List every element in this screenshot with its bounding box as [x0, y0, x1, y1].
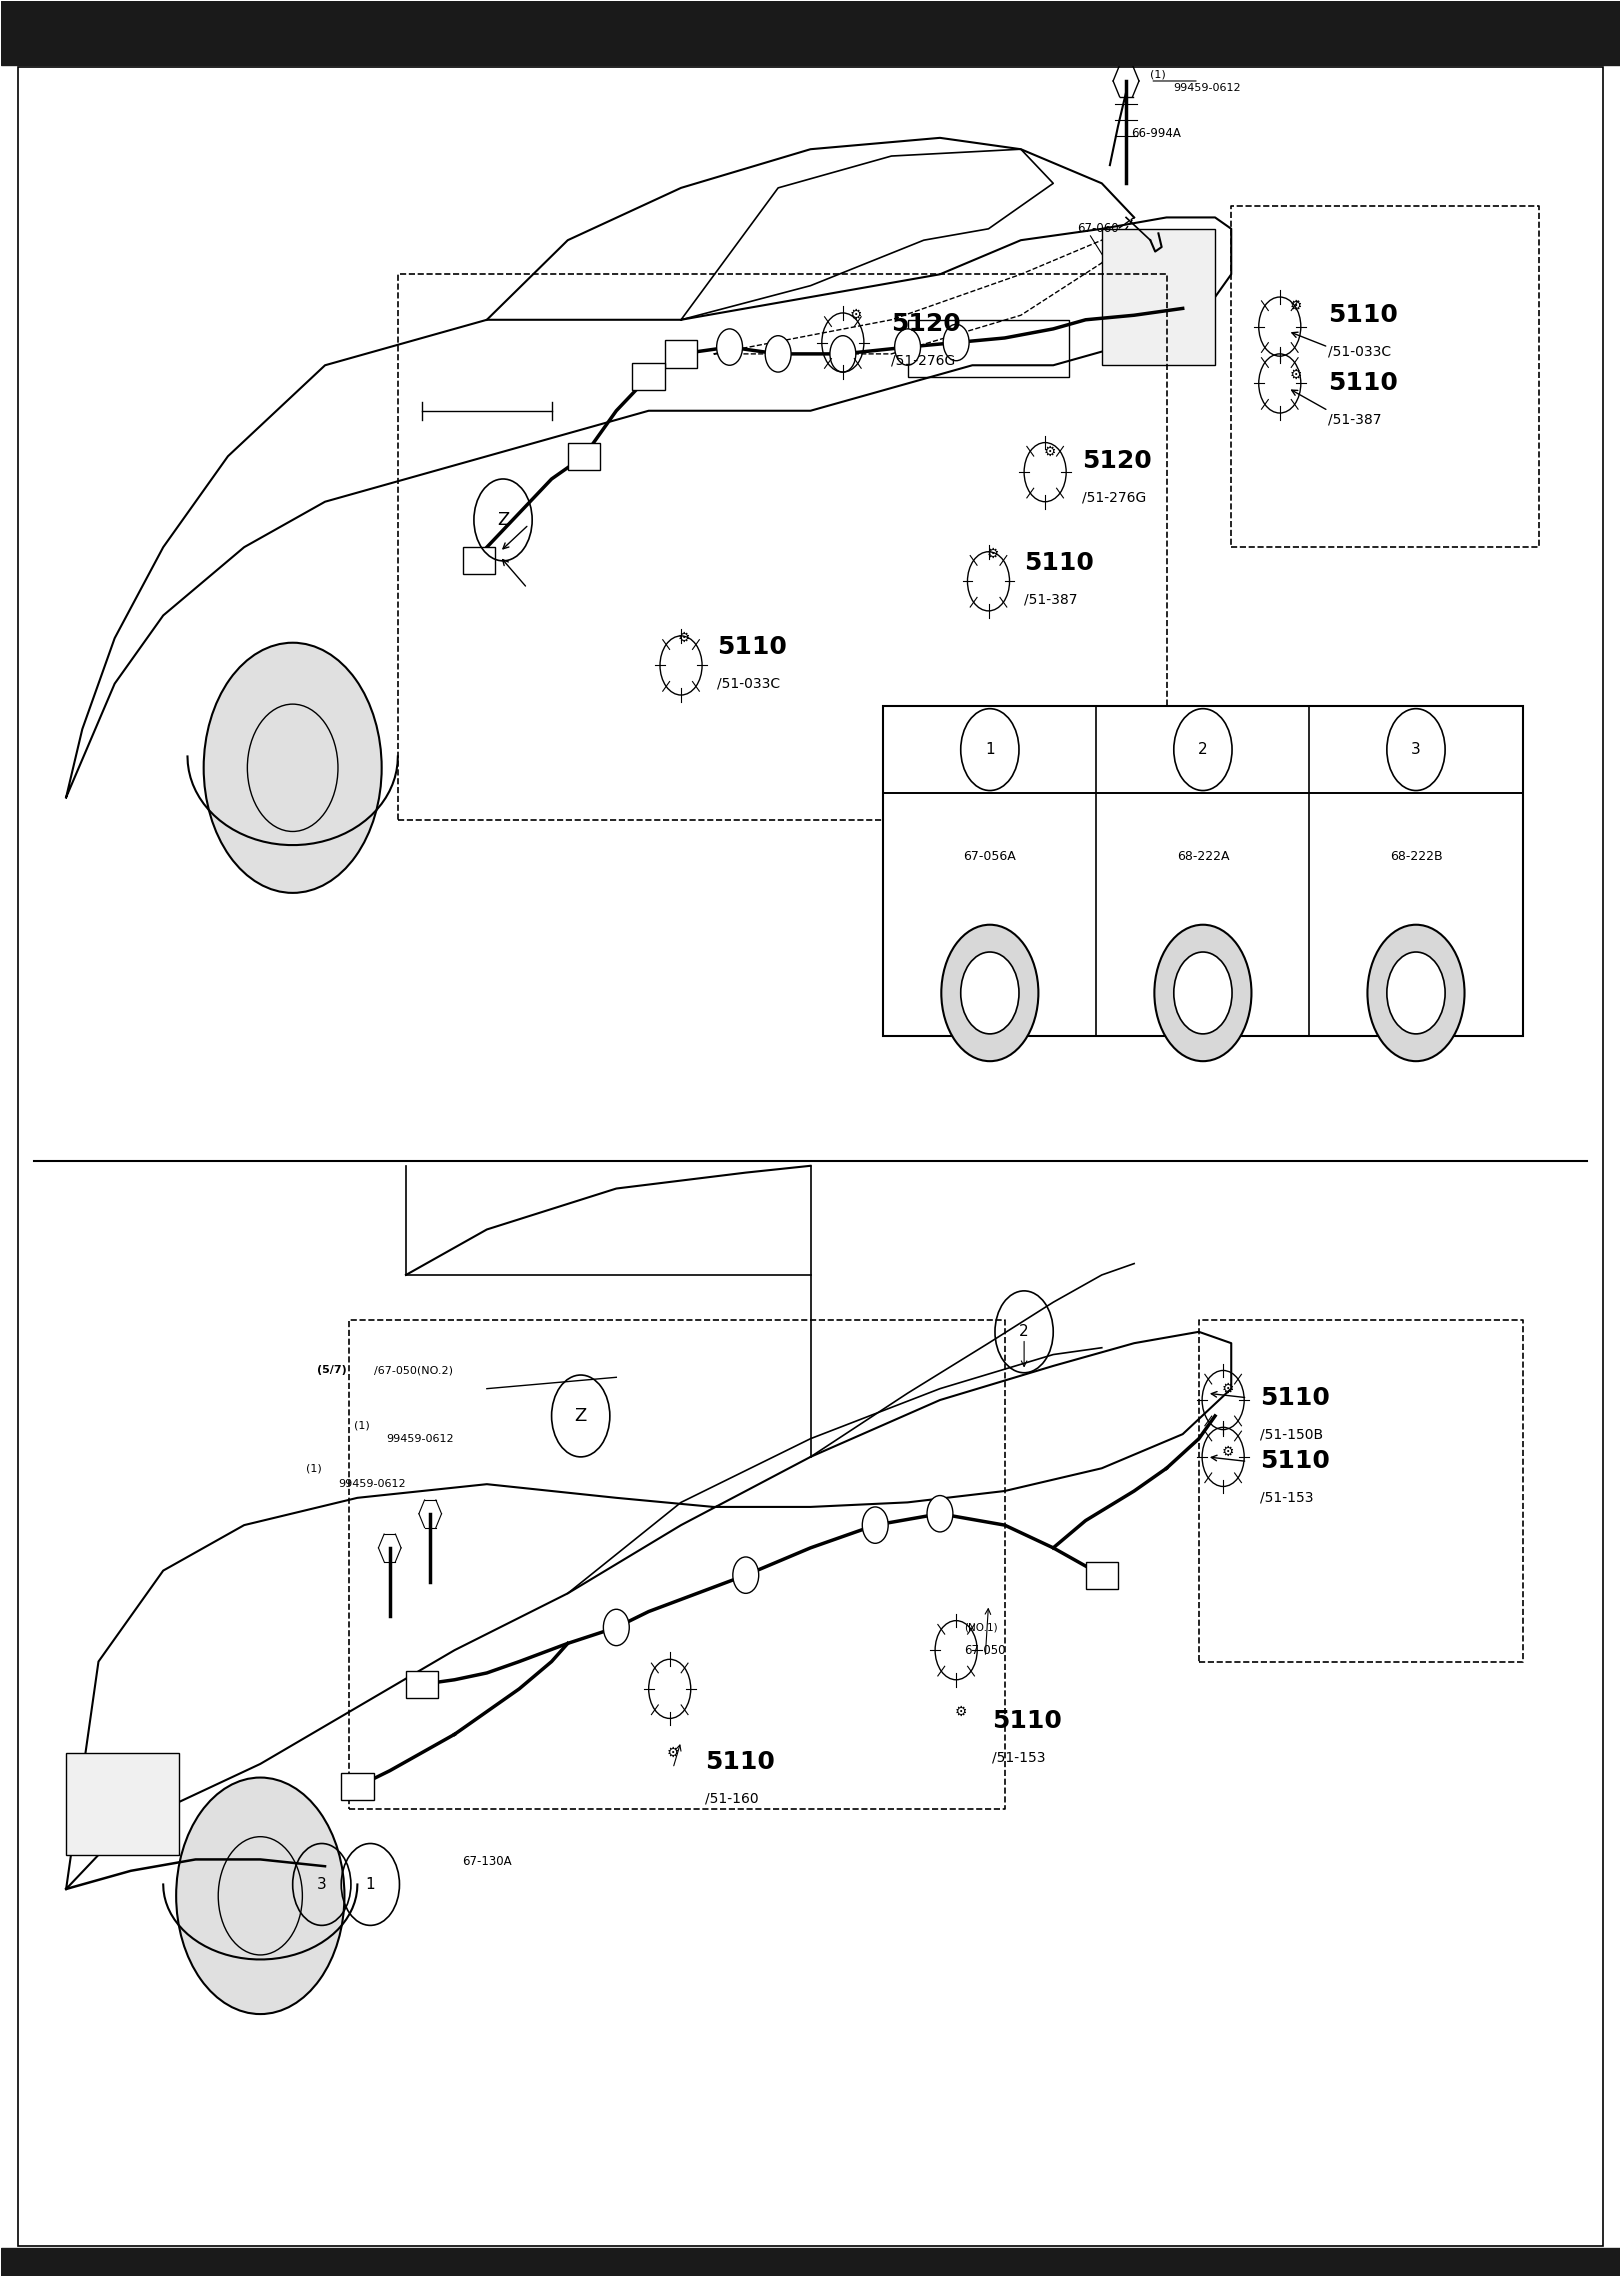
Bar — [340, 1774, 373, 1801]
Circle shape — [1388, 952, 1444, 1034]
Bar — [2, 2, 1619, 66]
Text: (1): (1) — [306, 1464, 321, 1473]
Text: 5110: 5110 — [1261, 1387, 1331, 1409]
Circle shape — [204, 642, 381, 893]
Text: 3: 3 — [1412, 742, 1422, 758]
Text: ⚙: ⚙ — [1222, 1446, 1234, 1460]
Text: 5110: 5110 — [992, 1708, 1062, 1733]
Text: 67-056A: 67-056A — [963, 849, 1016, 863]
Circle shape — [895, 328, 921, 364]
Bar — [908, 319, 1070, 376]
Bar — [632, 362, 665, 389]
Text: 5120: 5120 — [1083, 449, 1153, 474]
Text: ⚙: ⚙ — [1290, 298, 1302, 314]
Text: (NO.1): (NO.1) — [964, 1624, 999, 1633]
Text: 3: 3 — [318, 1876, 327, 1892]
Text: /67-050(NO.2): /67-050(NO.2) — [373, 1366, 452, 1375]
Text: Z: Z — [498, 510, 509, 528]
Circle shape — [1174, 952, 1232, 1034]
Text: 66-994A: 66-994A — [1131, 128, 1180, 139]
Text: 68-222B: 68-222B — [1389, 849, 1443, 863]
Text: (5/7): (5/7) — [318, 1366, 347, 1375]
Text: (1): (1) — [1151, 68, 1165, 80]
Text: 67-130A: 67-130A — [462, 1856, 512, 1867]
Bar — [462, 546, 494, 574]
Circle shape — [1154, 924, 1251, 1061]
Circle shape — [961, 952, 1020, 1034]
Bar — [883, 706, 1522, 1036]
Text: 99459-0612: 99459-0612 — [1174, 82, 1240, 93]
Text: 67-050: 67-050 — [964, 1644, 1005, 1658]
Text: (1): (1) — [353, 1421, 370, 1430]
Text: ⚙: ⚙ — [666, 1746, 679, 1760]
Circle shape — [942, 924, 1039, 1061]
Text: /51-033C: /51-033C — [716, 676, 780, 690]
Text: 5110: 5110 — [716, 635, 786, 660]
Text: 2: 2 — [1020, 1325, 1029, 1339]
Circle shape — [862, 1507, 888, 1544]
Text: ⚙: ⚙ — [1222, 1382, 1234, 1396]
Text: 5110: 5110 — [1328, 303, 1399, 328]
Text: 68-222A: 68-222A — [1177, 849, 1229, 863]
Text: 5110: 5110 — [1024, 551, 1094, 576]
Circle shape — [927, 1496, 953, 1532]
Text: ⚙: ⚙ — [987, 546, 1000, 560]
Text: 5120: 5120 — [892, 312, 961, 337]
Circle shape — [943, 323, 969, 360]
Bar — [1086, 1562, 1118, 1589]
Text: ⚙: ⚙ — [955, 1705, 968, 1719]
Text: 1: 1 — [986, 742, 995, 758]
Text: /51-387: /51-387 — [1328, 412, 1381, 426]
Circle shape — [716, 328, 742, 364]
Text: /51-153: /51-153 — [1261, 1491, 1315, 1505]
Bar — [567, 442, 600, 469]
Bar — [883, 706, 1522, 792]
Circle shape — [1368, 924, 1464, 1061]
Text: /51-033C: /51-033C — [1328, 344, 1391, 357]
Text: /51-387: /51-387 — [1024, 592, 1078, 606]
Text: 99459-0612: 99459-0612 — [386, 1435, 454, 1444]
Text: ⚙: ⚙ — [1290, 367, 1302, 380]
Circle shape — [765, 335, 791, 371]
Circle shape — [603, 1610, 629, 1646]
Text: 67-060: 67-060 — [1078, 223, 1118, 235]
Text: /51-276G: /51-276G — [892, 353, 956, 367]
Text: /51-160: /51-160 — [705, 1792, 759, 1806]
Text: ⚙: ⚙ — [678, 631, 691, 644]
Bar — [405, 1671, 438, 1699]
Circle shape — [733, 1557, 759, 1594]
Text: 5110: 5110 — [1261, 1450, 1331, 1473]
Bar — [665, 339, 697, 367]
Text: 5110: 5110 — [705, 1749, 775, 1774]
Text: /51-276G: /51-276G — [1083, 490, 1146, 503]
Bar — [66, 1753, 180, 1856]
Text: /51-150B: /51-150B — [1261, 1428, 1323, 1441]
Text: 2: 2 — [1198, 742, 1208, 758]
Bar — [1102, 228, 1216, 364]
Circle shape — [177, 1778, 344, 2015]
Text: /51-153: /51-153 — [992, 1751, 1046, 1765]
Text: ⚙: ⚙ — [849, 307, 862, 323]
Text: 99459-0612: 99459-0612 — [339, 1480, 405, 1489]
Text: 5110: 5110 — [1328, 371, 1399, 396]
Text: 1: 1 — [365, 1876, 374, 1892]
Text: ⚙: ⚙ — [1044, 444, 1057, 458]
Circle shape — [830, 335, 856, 371]
Bar — [2, 2247, 1619, 2275]
Text: Z: Z — [574, 1407, 587, 1425]
